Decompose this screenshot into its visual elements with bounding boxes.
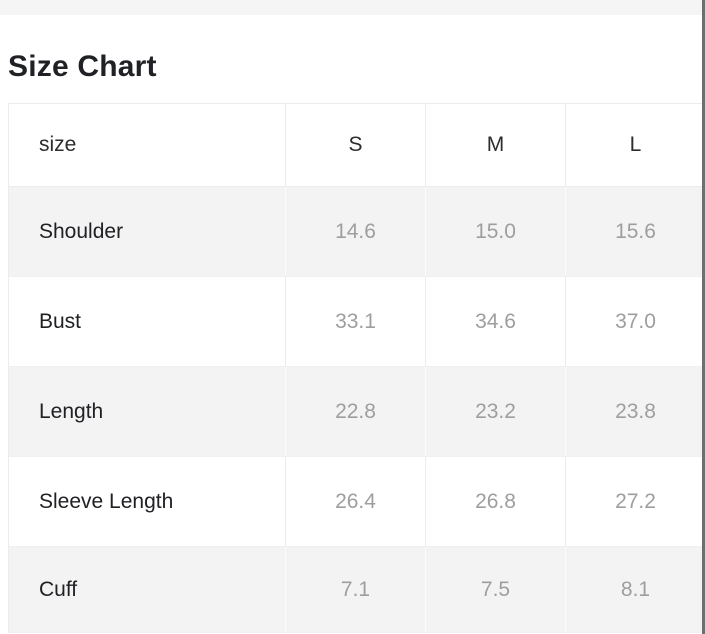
header-cell-m: M: [426, 104, 566, 186]
row-label-cell: Shoulder: [9, 187, 286, 276]
row-label-cell: Cuff: [9, 547, 286, 632]
value-cell: 37.0: [566, 277, 705, 366]
header-cell-l: L: [566, 104, 705, 186]
value-cell: 26.4: [286, 457, 426, 546]
row-label-cell: Sleeve Length: [9, 457, 286, 546]
value-cell: 15.0: [426, 187, 566, 276]
value-cell: 27.2: [566, 457, 705, 546]
value-cell: 7.1: [286, 547, 426, 632]
table-row: Sleeve Length 26.4 26.8 27.2: [9, 457, 705, 547]
value-cell: 34.6: [426, 277, 566, 366]
top-status-strip: [0, 0, 705, 15]
table-row: Bust 33.1 34.6 37.0: [9, 277, 705, 367]
value-cell: 7.5: [426, 547, 566, 632]
table-body: Shoulder 14.6 15.0 15.6 Bust 33.1 34.6 37.0 Leng…: [9, 187, 705, 633]
value-cell: 15.6: [566, 187, 705, 276]
value-cell: 14.6: [286, 187, 426, 276]
page-title: Size Chart: [8, 50, 157, 83]
table-row: Length 22.8 23.2 23.8: [9, 367, 705, 457]
value-cell: 22.8: [286, 367, 426, 456]
row-label-cell: Bust: [9, 277, 286, 366]
table-row: Cuff 7.1 7.5 8.1: [9, 547, 705, 633]
value-cell: 8.1: [566, 547, 705, 632]
header-cell-size: size: [9, 104, 286, 186]
value-cell: 33.1: [286, 277, 426, 366]
header-cell-s: S: [286, 104, 426, 186]
table-row: Shoulder 14.6 15.0 15.6: [9, 187, 705, 277]
table-header-row: size S M L: [9, 104, 705, 187]
value-cell: 23.2: [426, 367, 566, 456]
value-cell: 23.8: [566, 367, 705, 456]
value-cell: 26.8: [426, 457, 566, 546]
scrollbar-thumb[interactable]: [702, 0, 705, 634]
row-label-cell: Length: [9, 367, 286, 456]
size-chart-table: size S M L Shoulder 14.6 15.0 15.6 Bust 33.1 3…: [8, 103, 705, 633]
